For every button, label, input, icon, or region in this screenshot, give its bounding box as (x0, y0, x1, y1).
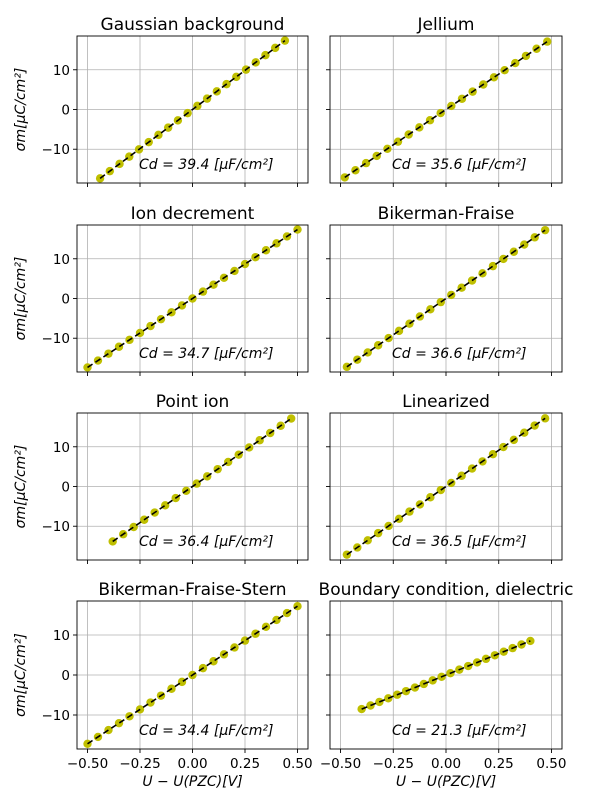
data-point (240, 636, 250, 645)
data-point (361, 158, 371, 168)
data-point (209, 280, 218, 289)
data-point (272, 239, 281, 248)
capacitance-annotation: Cd = 36.4 [μF/cm²] (139, 534, 273, 550)
y-tick-label: 10 (53, 628, 70, 644)
x-tick-label: 0.50 (536, 756, 566, 772)
subplot-8: −0.50 −0.25 0.00 0.25 0.50 U − U(PZC)[V] Bound… (319, 580, 574, 790)
x-tick-label: −0.25 (119, 756, 160, 772)
fit-line (87, 605, 298, 745)
fit-line (361, 640, 531, 710)
y-tick-label: 10 (53, 440, 70, 456)
y-tick-label: −10 (42, 142, 71, 158)
x-tick-label: −0.50 (320, 756, 361, 772)
y-tick-label: −10 (42, 331, 71, 347)
data-point (177, 677, 187, 687)
y-tick-label: 0 (61, 480, 70, 496)
data-point (104, 725, 113, 735)
data-point (177, 301, 187, 310)
subplot-6: Linearized Cd = 36.5 [μF/cm²] (326, 392, 563, 564)
x-tick-label: 0.00 (177, 756, 207, 772)
data-point (272, 615, 281, 625)
subplot-3: −10 0 10 σm[μC/cm²] Ion decrement Cd = 34.7 [… (13, 204, 309, 376)
y-tick-label: 10 (53, 63, 70, 79)
data-point (425, 116, 435, 125)
subplot-title: Linearized (402, 392, 490, 412)
x-tick-label: 0.50 (282, 756, 312, 772)
y-tick-label: 0 (61, 292, 70, 308)
x-tick-label: 0.00 (431, 756, 461, 772)
x-axis-label: U − U(PZC)[V] (396, 774, 496, 790)
subplot-5: −10 0 10 σm[μC/cm²] Point ion Cd = 36.4 [μF/c… (13, 392, 309, 564)
y-axis-label: σm[μC/cm²] (13, 68, 29, 152)
subplot-title: Ion decrement (131, 204, 255, 224)
subplot-2: Jellium Cd = 35.6 [μF/cm²] (326, 15, 563, 187)
data-point (340, 173, 349, 182)
fit-line (346, 417, 546, 556)
y-tick-label: 10 (53, 252, 70, 268)
y-tick-label: 0 (61, 103, 70, 119)
y-axis-label: σm[μC/cm²] (13, 633, 29, 717)
subplot-title: Gaussian background (101, 15, 285, 35)
fit-line (112, 417, 292, 543)
fit-line (87, 228, 298, 369)
capacitance-annotation: Cd = 35.6 [μF/cm²] (392, 157, 526, 173)
subplot-1: −10 0 10 σm[μC/cm²] Gaussian background Cd = … (13, 15, 309, 187)
capacitance-annotation: Cd = 34.4 [μF/cm²] (139, 723, 273, 739)
subplot-4: Bikerman-Fraise Cd = 36.6 [μF/cm²] (326, 204, 563, 376)
subplot-title: Jellium (417, 15, 475, 35)
capacitance-annotation: Cd = 34.7 [μF/cm²] (139, 346, 273, 362)
x-tick-label: 0.25 (484, 756, 514, 772)
y-tick-label: 0 (61, 668, 70, 684)
y-axis-label: σm[μC/cm²] (13, 445, 29, 529)
x-axis-label: U − U(PZC)[V] (142, 774, 242, 790)
x-tick-label: −0.25 (373, 756, 414, 772)
data-point (114, 342, 124, 351)
subplot-title: Bikerman-Fraise-Stern (98, 580, 286, 600)
capacitance-annotation: Cd = 21.3 [μF/cm²] (392, 723, 526, 739)
data-point (104, 349, 113, 358)
capacitance-annotation: Cd = 39.4 [μF/cm²] (139, 157, 273, 173)
subplot-title: Bikerman-Fraise (378, 204, 515, 224)
data-point (146, 321, 155, 331)
fit-line (99, 39, 286, 180)
x-tick-label: −0.50 (67, 756, 108, 772)
data-point (114, 718, 124, 728)
capacitance-annotation: Cd = 36.6 [μF/cm²] (392, 346, 526, 362)
subplot-7: −10 0 10 σm[μC/cm²] −0.50 −0.25 0.00 0.25 0.50 U … (13, 580, 313, 790)
capacitance-annotation: Cd = 36.5 [μF/cm²] (392, 534, 526, 550)
subplot-title: Point ion (156, 392, 230, 412)
data-point (209, 657, 218, 666)
data-point (146, 698, 155, 707)
subplot-title: Boundary condition, dielectric (319, 580, 574, 600)
data-point (540, 414, 550, 423)
data-point (489, 73, 499, 82)
y-axis-label: σm[μC/cm²] (13, 257, 29, 341)
fit-line (346, 229, 546, 368)
x-tick-label: 0.25 (230, 756, 260, 772)
data-point (457, 94, 467, 103)
y-tick-label: −10 (42, 519, 71, 535)
fit-line (344, 40, 548, 179)
data-point (393, 137, 403, 146)
y-tick-label: −10 (42, 708, 71, 724)
data-point (240, 259, 250, 269)
